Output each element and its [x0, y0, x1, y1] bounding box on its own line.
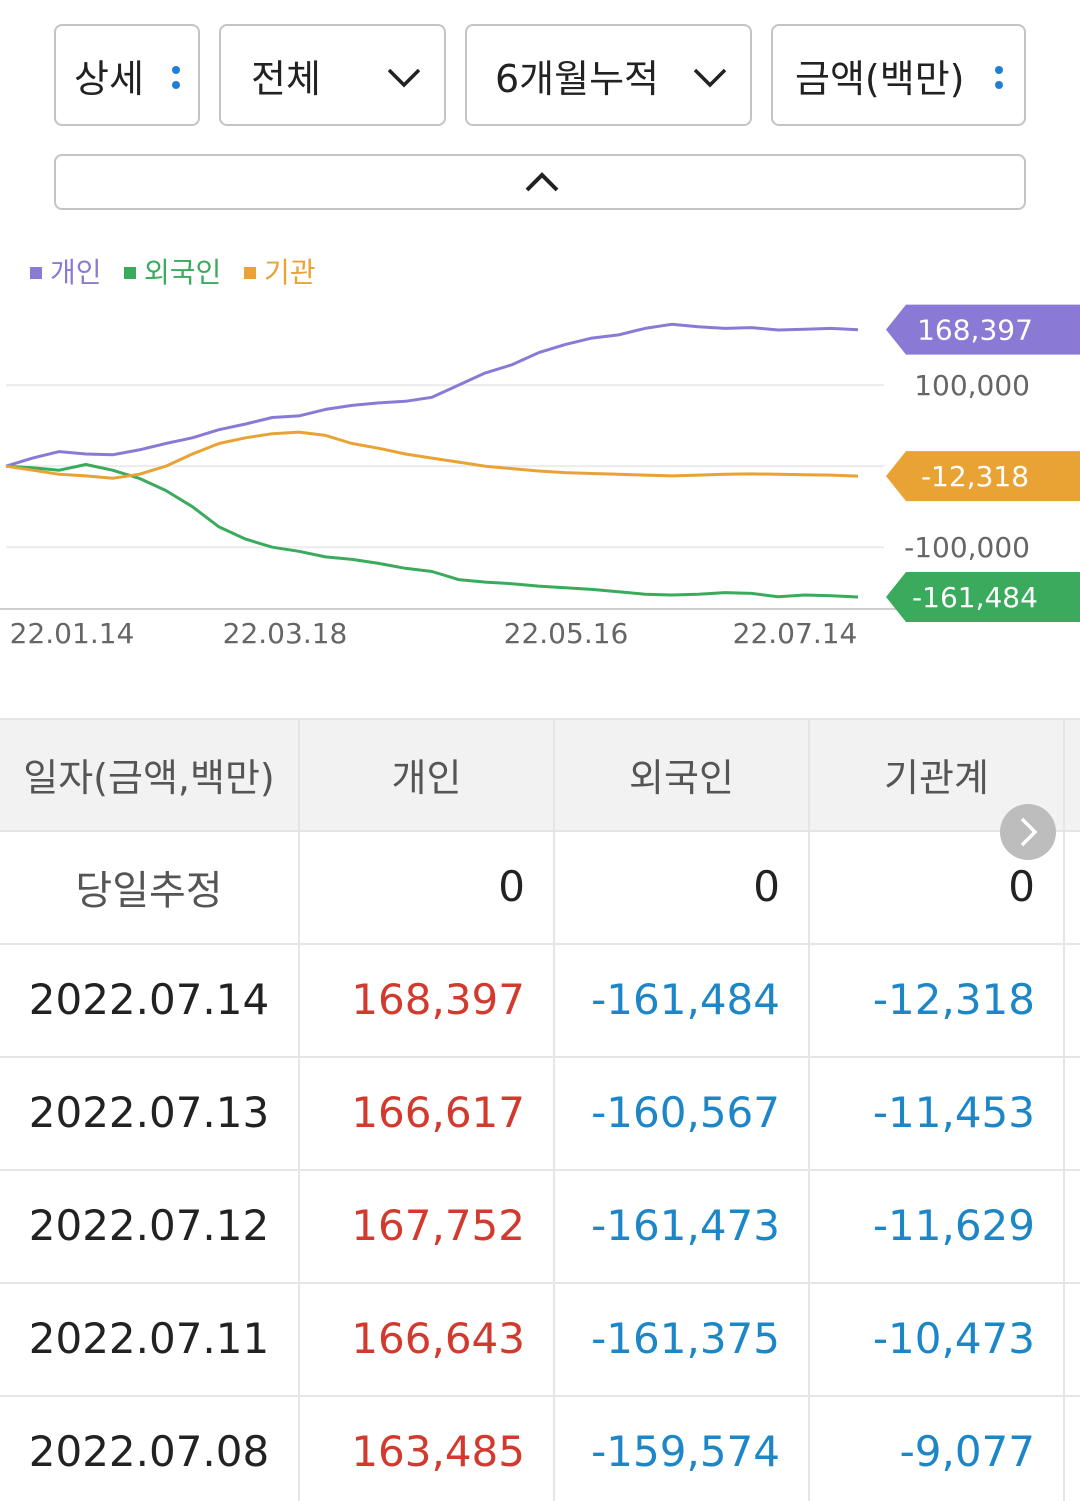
header-foreign: 외국인 — [629, 755, 734, 800]
end-value-label: -12,318 — [921, 460, 1029, 493]
end-value-label: -161,484 — [912, 581, 1038, 614]
header-institution: 기관계 — [884, 755, 989, 800]
chevron-right-icon — [1020, 817, 1038, 847]
period-select[interactable]: 6개월누적 — [465, 24, 752, 126]
row-individual: 167,752 — [351, 1201, 525, 1250]
table-row[interactable]: 2022.07.12 167,752 -161,473 -11,629 — [0, 1169, 1080, 1282]
row-date: 2022.07.11 — [28, 1314, 270, 1363]
row-divider — [0, 943, 1080, 945]
end-value-tag — [886, 451, 1080, 502]
legend-swatch — [244, 267, 256, 279]
scope-select-label: 전체 — [251, 56, 321, 101]
scroll-right-button[interactable] — [1000, 804, 1056, 860]
table-row[interactable]: 2022.07.13 166,617 -160,567 -11,453 — [0, 1056, 1080, 1169]
detail-menu-label: 상세 — [74, 56, 144, 101]
series-line — [5, 430, 859, 480]
row-divider — [0, 718, 1080, 720]
x-tick-label: 22.05.16 — [504, 617, 629, 650]
chevron-down-icon — [387, 68, 421, 88]
legend-swatch — [124, 267, 136, 279]
x-tick-label: 22.07.14 — [733, 617, 858, 650]
header-individual: 개인 — [391, 755, 462, 800]
legend-label: 개인 — [50, 256, 102, 289]
y-tick-label: 100,000 — [914, 369, 1030, 402]
filter-bar: 상세 전체 6개월누적 금액(백만) — [54, 24, 1026, 126]
table-row[interactable]: 2022.07.11 166,643 -161,375 -10,473 — [0, 1282, 1080, 1395]
x-tick-label: 22.01.14 — [10, 617, 135, 650]
detail-menu-button[interactable]: 상세 — [54, 24, 200, 126]
column-divider — [553, 718, 555, 1501]
row-foreign: -160,567 — [591, 1088, 780, 1137]
row-foreign: -161,375 — [591, 1314, 780, 1363]
column-divider — [298, 718, 300, 1501]
chevron-down-icon — [693, 68, 727, 88]
collapse-chart-button[interactable] — [54, 154, 1026, 210]
row-divider — [0, 1395, 1080, 1397]
row-divider — [0, 1169, 1080, 1171]
table-header: 일자(금액,백만) 개인 외국인 기관계 — [0, 718, 1080, 830]
scope-select[interactable]: 전체 — [219, 24, 446, 126]
row-divider — [0, 1056, 1080, 1058]
row-individual: 168,397 — [351, 975, 525, 1024]
x-tick-label: 22.03.18 — [223, 617, 348, 650]
row-date: 2022.07.08 — [28, 1427, 270, 1476]
row-institution: -10,473 — [872, 1314, 1035, 1363]
legend-label: 기관 — [264, 256, 316, 289]
estimate-foreign: 0 — [753, 862, 780, 911]
header-date: 일자(금액,백만) — [23, 755, 275, 800]
period-select-label: 6개월누적 — [495, 56, 660, 101]
estimate-institution: 0 — [1008, 862, 1035, 911]
row-foreign: -161,473 — [591, 1201, 780, 1250]
more-vertical-icon — [172, 62, 180, 92]
estimate-individual: 0 — [498, 862, 525, 911]
estimate-row: 당일추정 0 0 0 — [0, 830, 1080, 943]
unit-menu-button[interactable]: 금액(백만) — [771, 24, 1026, 126]
row-divider — [0, 830, 1080, 832]
column-divider — [1063, 718, 1065, 1501]
row-date: 2022.07.13 — [28, 1088, 270, 1137]
unit-menu-label: 금액(백만) — [795, 56, 965, 101]
y-tick-label: -100,000 — [904, 531, 1030, 564]
row-date: 2022.07.14 — [28, 975, 270, 1024]
end-value-tag — [886, 304, 1080, 355]
row-date: 2022.07.12 — [28, 1201, 270, 1250]
series-line — [5, 322, 859, 468]
chart-svg: 개인 외국인 기관 100,000 -100,000 168,397 -12,318 -161… — [0, 256, 1080, 650]
series-line — [5, 463, 859, 599]
row-institution: -11,453 — [872, 1088, 1035, 1137]
investor-table: 일자(금액,백만) 개인 외국인 기관계 당일추정 0 0 0 2022.07.… — [0, 718, 1080, 1501]
row-institution: -11,629 — [872, 1201, 1035, 1250]
table-row[interactable]: 2022.07.14 168,397 -161,484 -12,318 — [0, 943, 1080, 1056]
estimate-label: 당일추정 — [75, 867, 223, 914]
legend-swatch — [30, 267, 42, 279]
row-foreign: -161,484 — [591, 975, 780, 1024]
row-divider — [0, 1282, 1080, 1284]
row-foreign: -159,574 — [591, 1427, 780, 1476]
end-value-label: 168,397 — [917, 314, 1033, 347]
row-individual: 166,643 — [351, 1314, 525, 1363]
row-individual: 163,485 — [351, 1427, 525, 1476]
chevron-up-icon — [525, 172, 559, 192]
investor-trend-chart: 개인 외국인 기관 100,000 -100,000 168,397 -12,318 -161… — [0, 240, 1080, 660]
row-institution: -9,077 — [899, 1427, 1035, 1476]
more-vertical-icon — [995, 62, 1003, 92]
end-value-tag — [886, 572, 1080, 623]
legend-label: 외국인 — [144, 256, 221, 289]
table-row[interactable]: 2022.07.08 163,485 -159,574 -9,077 — [0, 1395, 1080, 1501]
column-divider — [808, 718, 810, 1501]
row-individual: 166,617 — [351, 1088, 525, 1137]
row-institution: -12,318 — [872, 975, 1035, 1024]
